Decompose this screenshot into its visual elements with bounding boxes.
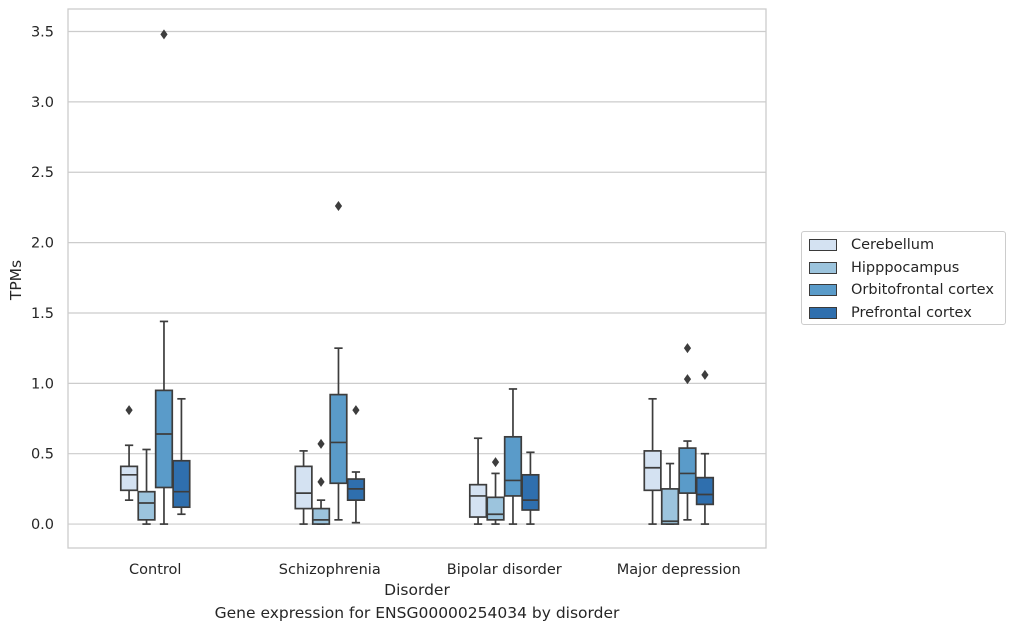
- box-cerebellum-bipolar-disorder: [468, 437, 488, 525]
- y-tick-label: 1.0: [31, 376, 54, 392]
- legend-label-hippocampus: Hipppocampus: [851, 260, 960, 276]
- y-tick-label: 0.0: [31, 517, 54, 533]
- iqr-box: [486, 496, 505, 521]
- outlier-point: [334, 201, 343, 212]
- x-tick-label-schizophrenia: Schizophrenia: [279, 562, 381, 578]
- y-tick-label: 2.0: [31, 236, 54, 252]
- box-orbitofrontal-cortex-bipolar-disorder: [503, 388, 523, 525]
- box-cerebellum-control: [119, 405, 139, 502]
- iqr-box: [678, 447, 697, 494]
- iqr-box: [137, 490, 156, 521]
- box-orbitofrontal-cortex-control: [154, 29, 174, 525]
- box-plot-area: [119, 29, 715, 525]
- box-hipppocampus-bipolar-disorder: [486, 457, 505, 525]
- iqr-box: [119, 465, 139, 492]
- box-orbitofrontal-cortex-schizophrenia: [329, 201, 348, 521]
- iqr-box: [294, 465, 313, 510]
- y-tick-label: 3.0: [31, 95, 54, 111]
- legend-label-prefrontal-cortex: Prefrontal cortex: [851, 305, 972, 321]
- box-prefrontal-cortex-major-depression: [695, 369, 715, 525]
- iqr-box: [172, 459, 191, 509]
- iqr-box: [660, 488, 680, 525]
- x-axis-ticks: Control Schizophrenia Bipolar disorder Majo…: [129, 562, 741, 578]
- box-prefrontal-cortex-schizophrenia: [346, 405, 366, 524]
- iqr-box: [329, 393, 348, 485]
- y-tick-label: 1.5: [31, 306, 54, 322]
- iqr-box: [154, 389, 174, 489]
- legend-item-orbitofrontal-cortex: Orbitofrontal cortex: [809, 281, 994, 299]
- legend-swatch-prefrontal-cortex: [809, 307, 837, 319]
- box-hipppocampus-schizophrenia: [311, 438, 331, 525]
- outlier-point: [701, 369, 709, 380]
- legend-item-prefrontal-cortex: Prefrontal cortex: [809, 304, 972, 322]
- iqr-box: [695, 476, 715, 506]
- iqr-box: [503, 435, 523, 497]
- outlier-point: [491, 457, 500, 468]
- box-prefrontal-cortex-bipolar-disorder: [521, 451, 540, 525]
- legend-swatch-cerebellum: [809, 239, 837, 251]
- legend: Cerebellum Hipppocampus Orbitofrontal co…: [801, 231, 1006, 325]
- outlier-point: [683, 343, 692, 354]
- x-tick-label-bipolar-disorder: Bipolar disorder: [447, 562, 562, 578]
- iqr-box: [521, 473, 540, 511]
- y-tick-label: 3.5: [31, 25, 54, 41]
- box-cerebellum-schizophrenia: [294, 450, 313, 525]
- figure-caption: Gene expression for ENSG00000254034 by d…: [214, 604, 620, 622]
- legend-swatch-orbitofrontal-cortex: [809, 284, 837, 296]
- plot-area-frame: [67, 8, 767, 549]
- outlier-point: [317, 476, 325, 487]
- legend-label-cerebellum: Cerebellum: [851, 237, 935, 253]
- iqr-box: [468, 483, 488, 518]
- box-hipppocampus-major-depression: [660, 462, 680, 525]
- x-axis-title: Disorder: [384, 581, 450, 599]
- y-axis-ticks: 0.0 0.5 1.0 1.5 2.0 2.5 3.0 3.5: [31, 25, 54, 534]
- outlier-point: [352, 405, 360, 416]
- legend-item-cerebellum: Cerebellum: [809, 236, 934, 254]
- legend-item-hippocampus: Hipppocampus: [809, 259, 959, 277]
- outlier-point: [683, 374, 692, 385]
- legend-label-orbitofrontal-cortex: Orbitofrontal cortex: [851, 282, 994, 298]
- iqr-box: [311, 507, 331, 525]
- box-hipppocampus-control: [137, 448, 156, 525]
- outlier-point: [125, 405, 133, 416]
- legend-swatch-hippocampus: [809, 262, 837, 274]
- x-tick-label-control: Control: [129, 562, 181, 578]
- outlier-point: [160, 29, 168, 40]
- y-tick-label: 2.5: [31, 165, 54, 181]
- box-cerebellum-major-depression: [643, 397, 662, 525]
- x-tick-label-major-depression: Major depression: [617, 562, 741, 578]
- y-axis-title: TPMs: [7, 260, 25, 301]
- box-orbitofrontal-cortex-major-depression: [678, 343, 697, 521]
- box-prefrontal-cortex-control: [172, 397, 191, 516]
- outlier-point: [317, 438, 325, 449]
- gridlines: [68, 30, 766, 525]
- iqr-box: [643, 450, 662, 492]
- y-tick-label: 0.5: [31, 447, 54, 463]
